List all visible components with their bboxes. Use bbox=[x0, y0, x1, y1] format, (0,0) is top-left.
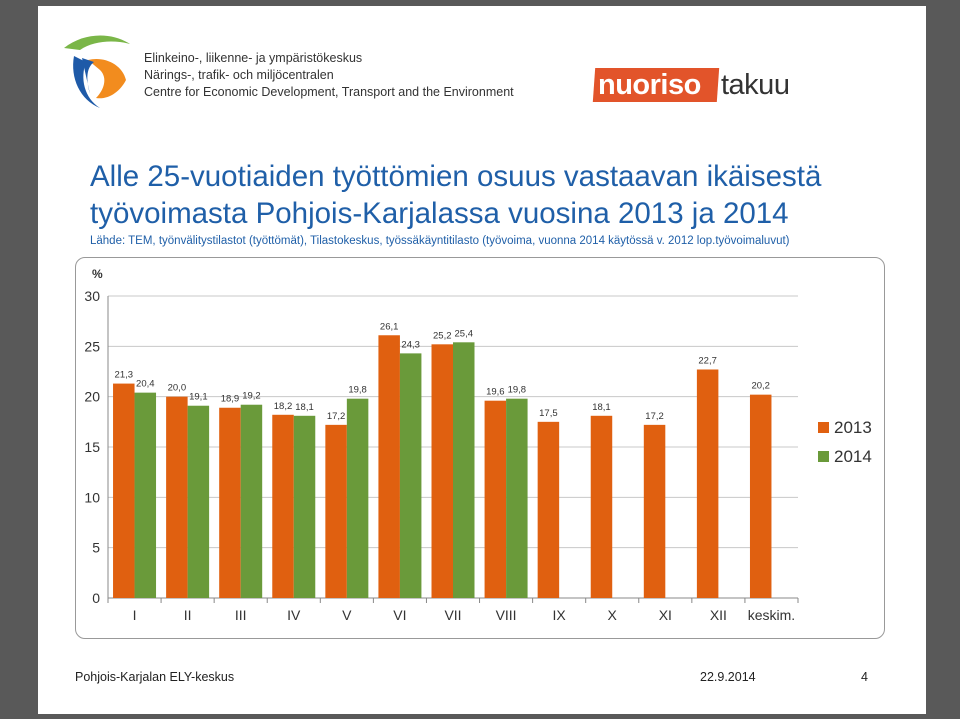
legend-label: 2014 bbox=[834, 447, 872, 466]
bar-2013 bbox=[113, 383, 135, 598]
footer-date: 22.9.2014 bbox=[700, 670, 756, 684]
legend-swatch-2014 bbox=[818, 451, 829, 462]
y-tick-label: 15 bbox=[84, 439, 100, 455]
bar-2014 bbox=[240, 404, 263, 598]
bar-2014 bbox=[399, 353, 422, 598]
y-tick-label: 30 bbox=[84, 288, 100, 304]
bar-2013 bbox=[272, 414, 294, 598]
y-tick-label: 5 bbox=[92, 540, 100, 556]
org-line-fi: Elinkeino-, liikenne- ja ympäristökeskus bbox=[144, 51, 363, 65]
data-label: 18,1 bbox=[592, 402, 611, 413]
y-tick-label: 20 bbox=[84, 389, 100, 405]
x-tick-label: VI bbox=[393, 607, 406, 623]
footer-organization: Pohjois-Karjalan ELY-keskus bbox=[75, 670, 235, 684]
bar-2013 bbox=[378, 335, 400, 598]
org-line-en: Centre for Economic Development, Transpo… bbox=[144, 85, 514, 99]
y-tick-label: 10 bbox=[84, 489, 100, 505]
bar-2013 bbox=[749, 394, 772, 598]
x-tick-label: VII bbox=[444, 607, 461, 623]
bar-2013 bbox=[219, 407, 241, 598]
x-tick-label: X bbox=[608, 607, 618, 623]
bar-2013 bbox=[590, 415, 613, 598]
bar-2013 bbox=[166, 396, 188, 598]
slide-title: Alle 25-vuotiaiden työttömien osuus vast… bbox=[90, 160, 822, 230]
data-label: 20,4 bbox=[136, 379, 155, 390]
organization-name: Elinkeino-, liikenne- ja ympäristökeskus… bbox=[144, 50, 514, 101]
bar-2013 bbox=[696, 369, 719, 598]
slide: Elinkeino-, liikenne- ja ympäristökeskus… bbox=[38, 6, 926, 714]
x-tick-label: VIII bbox=[496, 607, 517, 623]
x-tick-label: II bbox=[184, 607, 192, 623]
data-label: 18,2 bbox=[274, 401, 293, 412]
x-tick-label: I bbox=[133, 607, 137, 623]
data-label: 26,1 bbox=[380, 321, 399, 332]
y-tick-label: 0 bbox=[92, 590, 100, 606]
y-tick-label: 25 bbox=[84, 338, 100, 354]
bar-2014 bbox=[346, 398, 369, 598]
data-label: 22,7 bbox=[698, 355, 717, 366]
bar-2013 bbox=[325, 424, 347, 598]
bar-2013 bbox=[484, 400, 507, 598]
logo-text-part2: takuu bbox=[721, 69, 790, 101]
data-label: 18,9 bbox=[221, 394, 240, 405]
bar-2014 bbox=[453, 342, 475, 598]
x-tick-label: V bbox=[342, 607, 352, 623]
y-axis-label: % bbox=[92, 267, 103, 281]
legend-swatch-2013 bbox=[818, 422, 829, 433]
data-label: 19,2 bbox=[242, 391, 261, 402]
data-label: 17,2 bbox=[645, 411, 664, 422]
x-tick-label: IV bbox=[287, 607, 301, 623]
data-label: 25,4 bbox=[455, 328, 474, 339]
bar-2014 bbox=[134, 392, 157, 598]
bar-2013 bbox=[431, 344, 453, 598]
data-label: 19,8 bbox=[508, 385, 526, 396]
data-label: 24,3 bbox=[401, 339, 420, 350]
data-label: 17,2 bbox=[327, 411, 346, 422]
data-label: 20,2 bbox=[751, 381, 770, 392]
logo-text-part1: nuoriso bbox=[598, 69, 701, 101]
data-label: 25,2 bbox=[433, 330, 452, 341]
data-label: 21,3 bbox=[115, 370, 133, 381]
x-tick-label: III bbox=[235, 607, 247, 623]
bar-2014 bbox=[293, 415, 316, 598]
source-note: Lähde: TEM, työnvälitystilastot (työttöm… bbox=[90, 235, 790, 247]
data-label: 17,5 bbox=[539, 408, 558, 419]
org-line-sv: Närings-, trafik- och miljöcentralen bbox=[144, 68, 334, 82]
page-number: 4 bbox=[861, 670, 868, 684]
legend-label: 2013 bbox=[834, 418, 872, 437]
data-label: 19,8 bbox=[348, 385, 367, 396]
data-label: 19,6 bbox=[486, 387, 505, 398]
x-tick-label: IX bbox=[553, 607, 567, 623]
bar-2014 bbox=[506, 398, 528, 598]
data-label: 20,0 bbox=[168, 383, 187, 394]
data-label: 19,1 bbox=[189, 392, 208, 403]
x-tick-label: XII bbox=[710, 607, 727, 623]
x-tick-label: keskim. bbox=[748, 607, 795, 623]
bar-2014 bbox=[187, 405, 210, 598]
chart-frame: 0 5 10 15 20 25 30% I 21,3 20,4 II 20,0 19,1 III 18,9 1… bbox=[75, 257, 885, 639]
bar-2013 bbox=[643, 424, 666, 598]
x-tick-label: XI bbox=[659, 607, 672, 623]
data-label: 18,1 bbox=[295, 402, 314, 413]
bar-2013 bbox=[537, 421, 560, 598]
ely-logo-icon bbox=[64, 35, 130, 108]
